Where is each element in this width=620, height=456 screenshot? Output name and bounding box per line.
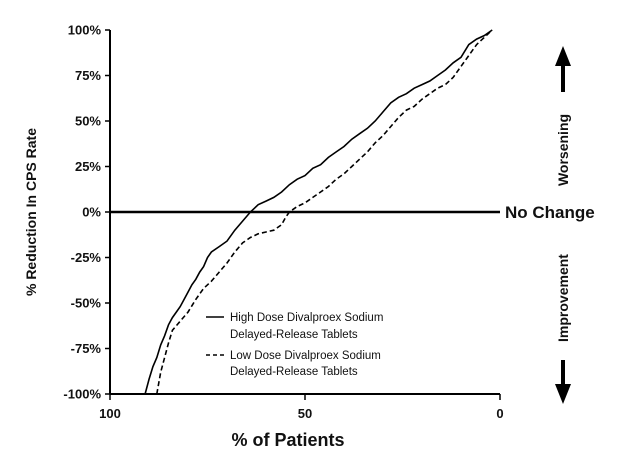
legend-label-high-dose-line2: Delayed-Release Tablets: [230, 329, 358, 341]
improvement-label: Improvement: [555, 254, 571, 342]
improvement-arrow-icon: [555, 360, 571, 404]
series-group: [144, 29, 493, 395]
y-tick-group: 100% 75% 50% 25% 0% -25% -50% -75% -100%: [63, 23, 110, 402]
y-tick-label: 100%: [68, 23, 102, 38]
legend-label-high-dose-line1: High Dose Divalproex Sodium: [230, 312, 383, 324]
x-axis-title: % of Patients: [231, 430, 344, 450]
y-tick-label: -25%: [71, 250, 102, 265]
y-tick-label: 50%: [75, 114, 101, 129]
worsening-label: Worsening: [555, 114, 571, 186]
y-tick-label: -75%: [71, 341, 102, 356]
y-axis-title: % Reduction In CPS Rate: [23, 128, 39, 296]
legend: High Dose Divalproex Sodium Delayed-Rele…: [206, 312, 383, 378]
x-tick-label: 100: [99, 406, 121, 421]
y-tick-label: 75%: [75, 68, 101, 83]
no-change-label: No Change: [505, 203, 595, 222]
series-line-high-dose: [144, 29, 493, 395]
y-tick-label: 25%: [75, 159, 101, 174]
worsening-arrow-icon: [555, 46, 571, 92]
series-line-low-dose: [156, 29, 493, 395]
x-tick-label: 0: [496, 406, 503, 421]
x-tick-group: 100 50 0: [99, 394, 504, 421]
y-tick-label: -100%: [63, 387, 101, 402]
y-tick-label: 0%: [82, 205, 101, 220]
legend-label-low-dose-line2: Delayed-Release Tablets: [230, 366, 358, 378]
x-tick-label: 50: [298, 406, 312, 421]
y-tick-label: -50%: [71, 296, 102, 311]
legend-label-low-dose-line1: Low Dose Divalproex Sodium: [230, 350, 381, 362]
